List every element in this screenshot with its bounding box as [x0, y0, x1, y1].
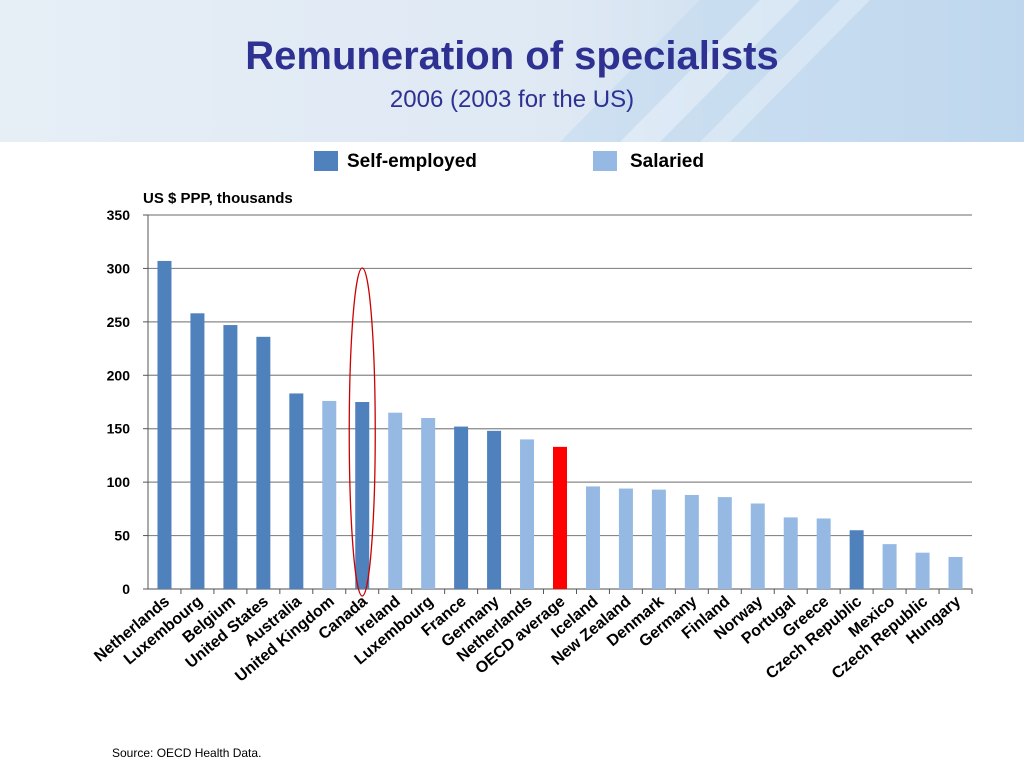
bar [454, 426, 469, 589]
bar [816, 518, 831, 589]
bar [651, 489, 666, 589]
bar [882, 544, 897, 589]
bar [256, 336, 271, 589]
bar [585, 486, 600, 589]
y-tick-label: 150 [107, 421, 131, 437]
bar [553, 446, 567, 589]
bar [717, 497, 732, 589]
highlight-ellipse [348, 267, 376, 597]
y-axis-unit-label: US $ PPP, thousands [143, 190, 293, 207]
bar-chart: 0 50 100 150 200 250 300 350 US $ PPP, thousands… [91, 151, 973, 685]
legend-swatch [593, 151, 617, 171]
bar [849, 530, 864, 589]
y-tick-label: 100 [107, 474, 131, 490]
bar [520, 439, 535, 589]
bar [783, 517, 798, 589]
bar [948, 556, 963, 589]
y-tick-label: 200 [107, 367, 131, 383]
bar [421, 418, 436, 589]
bar [915, 552, 930, 589]
bar [223, 325, 238, 589]
bar [289, 393, 304, 589]
bar [750, 503, 765, 589]
header-decoration [560, 0, 1024, 142]
y-tick-label: 50 [114, 528, 130, 544]
legend-label: Salaried [630, 151, 704, 172]
bar [684, 494, 699, 589]
y-tick-label: 350 [107, 207, 131, 223]
header-band [0, 0, 1024, 142]
legend-swatch [314, 151, 338, 171]
bar [157, 260, 172, 589]
y-tick-label: 300 [107, 260, 131, 276]
bar [190, 313, 205, 589]
bar [487, 430, 502, 589]
source-note: Source: OECD Health Data. [112, 746, 262, 760]
bar [618, 488, 633, 589]
bar [322, 400, 337, 589]
bar [355, 402, 370, 589]
y-tick-label: 250 [107, 314, 131, 330]
page-title: Remuneration of specialists [245, 34, 779, 78]
legend-label: Self-employed [347, 151, 477, 172]
y-tick-label: 0 [122, 581, 130, 597]
bar [388, 412, 403, 589]
page-subtitle: 2006 (2003 for the US) [389, 86, 635, 113]
